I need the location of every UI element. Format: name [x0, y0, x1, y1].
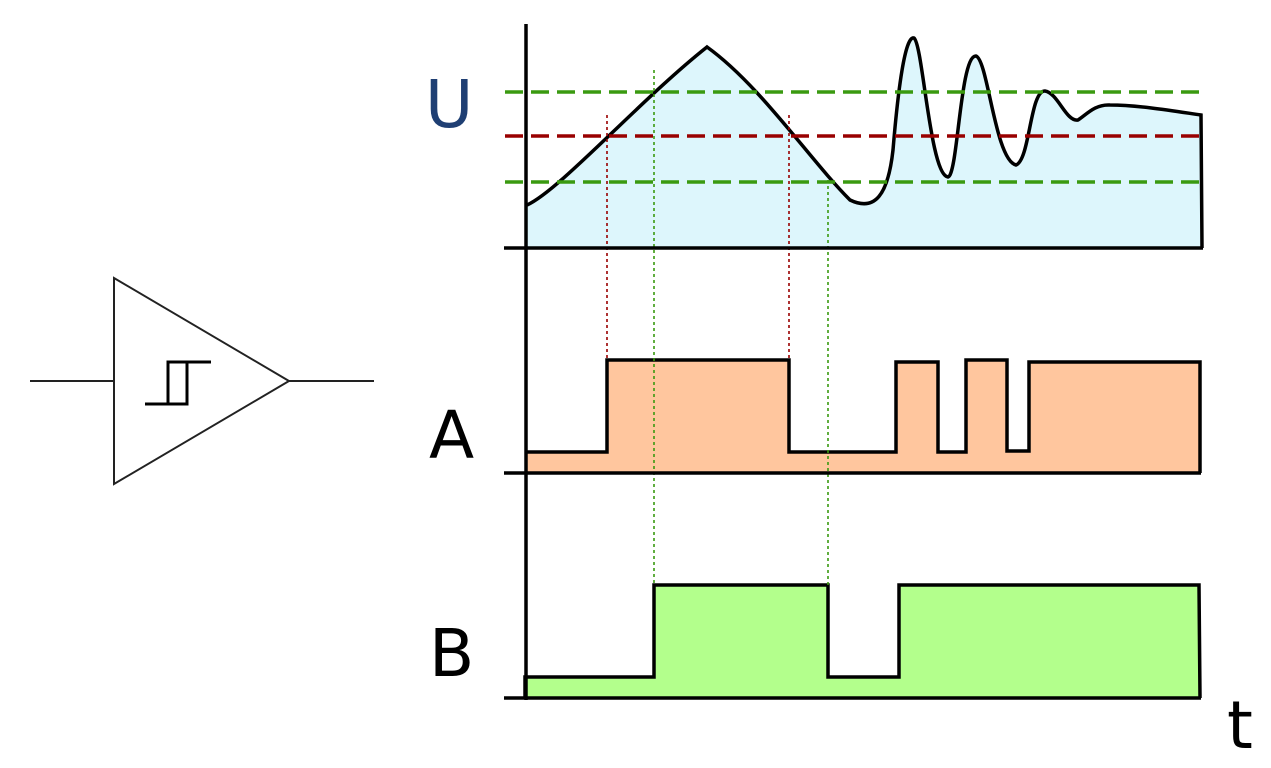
a-output-area: [527, 360, 1200, 473]
u-signal-area: [527, 37, 1202, 248]
hysteresis-icon-inner: [166, 360, 187, 404]
u-label: U: [425, 66, 473, 143]
a-label: A: [429, 397, 474, 474]
amplifier-triangle: [113, 276, 291, 486]
u-signal-curve: [526, 36, 1204, 249]
time-axis-label: t: [1227, 687, 1253, 764]
b-label: B: [429, 615, 474, 692]
schmitt-trigger-symbol: [30, 276, 374, 486]
hysteresis-icon: [145, 360, 211, 406]
b-output-area: [525, 585, 1200, 698]
b-output-line: [523, 583, 1202, 699]
a-output-line: [527, 358, 1202, 473]
